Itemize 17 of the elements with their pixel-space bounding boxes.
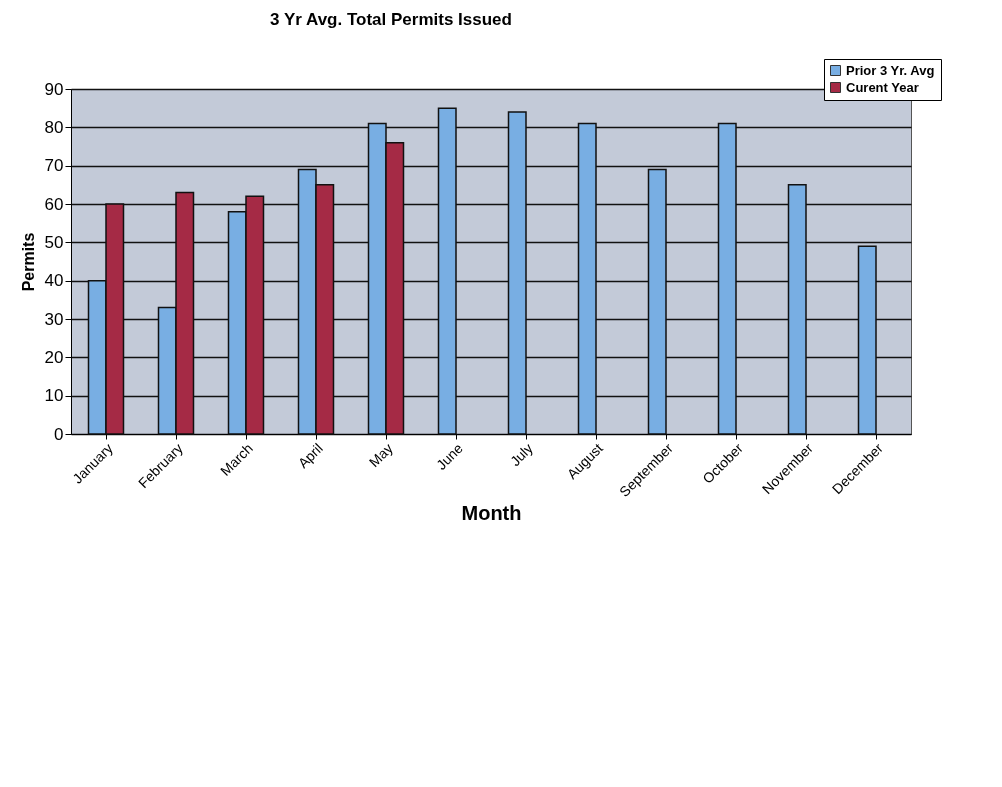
x-axis-title: Month [461, 501, 522, 524]
y-tick-label: 0 [54, 424, 64, 444]
x-tick-label: July [506, 440, 536, 470]
y-axis-title: Permits [19, 232, 37, 292]
x-tick-label: May [365, 440, 396, 471]
y-tick-label: 40 [44, 271, 64, 291]
y-tick-label: 20 [44, 347, 64, 367]
y-tick-label: 60 [44, 194, 64, 214]
y-tick-label: 50 [44, 232, 64, 252]
legend-label: Prior 3 Yr. Avg [846, 62, 935, 78]
legend-label: Curent Year [846, 79, 919, 95]
y-tick-label: 70 [44, 156, 64, 176]
y-tick-label: 10 [44, 386, 64, 406]
y-tick-label: 90 [44, 79, 64, 99]
y-tick-label: 30 [44, 309, 64, 329]
y-tick-label: 80 [44, 117, 64, 137]
chart-title: 3 Yr Avg. Total Permits Issued [270, 9, 512, 29]
